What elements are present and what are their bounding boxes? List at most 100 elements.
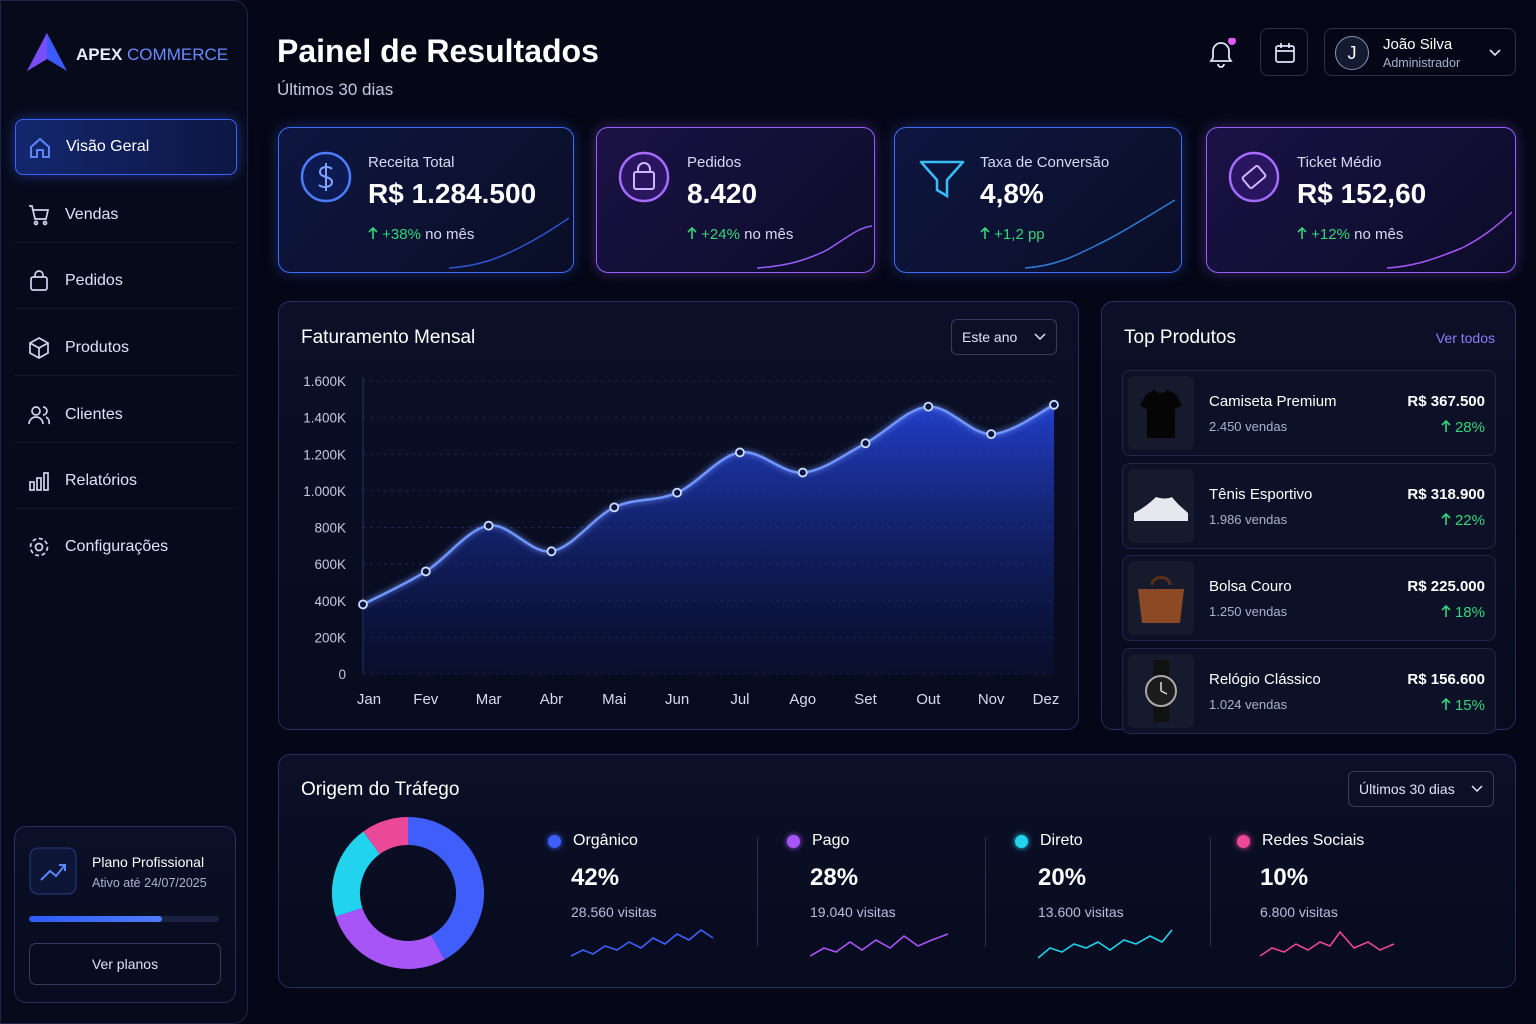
- kpi-change: +12% no mês: [1297, 226, 1403, 243]
- legend-dot: [1015, 835, 1028, 848]
- kpi-value: R$ 152,60: [1297, 178, 1427, 209]
- calendar-button[interactable]: [1260, 28, 1308, 76]
- plan-subtitle: Ativo até 24/07/2025: [92, 876, 207, 890]
- product-revenue: R$ 225.000: [1407, 578, 1485, 595]
- legend-visits: 19.040 visitas: [810, 904, 896, 920]
- page-title: Painel de Resultados: [277, 33, 599, 69]
- product-row[interactable]: Relógio Clássico 1.024 vendas R$ 156.600 …: [1122, 648, 1496, 734]
- kpi-label: Taxa de Conversão: [980, 154, 1110, 171]
- kpi-card: Receita Total R$ 1.284.500 +38% no mês: [278, 127, 574, 273]
- kpi-value: 8.420: [687, 178, 758, 209]
- point: [546, 546, 557, 557]
- legend-value: 20%: [1038, 864, 1087, 891]
- product-name: Relógio Clássico: [1209, 671, 1321, 688]
- sparkline: [571, 929, 714, 957]
- plan-button[interactable]: Ver planos: [29, 943, 221, 985]
- product-sales: 1.250 vendas: [1209, 604, 1288, 619]
- y-tick-label: 800K: [314, 521, 346, 536]
- nav-item[interactable]: Visão Geral: [15, 119, 237, 175]
- page-subtitle: Últimos 30 dias: [277, 80, 394, 99]
- nav-item[interactable]: Produtos: [15, 320, 237, 376]
- legend-name: Redes Sociais: [1262, 832, 1365, 849]
- x-tick-label: Set: [854, 691, 877, 708]
- kpi-change: +24% no mês: [687, 226, 793, 243]
- kpi-change: +1,2 pp: [980, 226, 1045, 243]
- select-label: Este ano: [962, 329, 1018, 345]
- kpi-value: 4,8%: [980, 178, 1044, 209]
- legend-name: Orgânico: [573, 832, 638, 849]
- nav-item[interactable]: Clientes: [15, 387, 237, 443]
- product-share: 15%: [1441, 697, 1485, 714]
- product-share: 18%: [1441, 604, 1485, 621]
- product-share-value: 15%: [1454, 697, 1485, 714]
- product-row[interactable]: Tênis Esportivo 1.986 vendas R$ 318.900 2…: [1122, 463, 1496, 549]
- x-tick-label: Dez: [1033, 691, 1060, 708]
- sidebar: APEX COMMERCE Visão Geral Vendas Pedidos…: [0, 0, 248, 1024]
- kpi-icon: [618, 151, 670, 203]
- divider: [985, 837, 986, 947]
- plan-icon: [29, 847, 77, 895]
- chevron: [1034, 333, 1046, 341]
- product-name: Bolsa Couro: [1209, 578, 1292, 595]
- kpi-change-suffix: no mês: [425, 226, 475, 243]
- see-all-link[interactable]: Ver todos: [1435, 330, 1495, 346]
- product-revenue: R$ 156.600: [1407, 671, 1485, 688]
- chart: 0 200K 400K 600K 800K 1.000K 1.200K 1.400K 1.600…: [303, 374, 1060, 708]
- up-arrow: [368, 226, 378, 239]
- plan-card: Plano Profissional Ativo até 24/07/2025 …: [14, 826, 236, 1003]
- nav-item[interactable]: Configurações: [15, 519, 237, 575]
- nav-label: Configurações: [65, 538, 169, 555]
- y-tick-label: 1.600K: [303, 374, 346, 389]
- y-tick-label: 600K: [314, 557, 346, 572]
- nav-item[interactable]: Pedidos: [15, 253, 237, 309]
- sparkline: [1038, 929, 1173, 959]
- donut-chart: [332, 817, 484, 969]
- nav-item[interactable]: Vendas: [15, 187, 237, 243]
- kpi-card: Taxa de Conversão 4,8% +1,2 pp: [894, 127, 1182, 273]
- donut-segment: [363, 817, 409, 855]
- legend-name: Pago: [812, 832, 850, 849]
- x-tick-label: Jun: [665, 691, 689, 708]
- point: [483, 520, 494, 531]
- period-select[interactable]: Últimos 30 dias: [1348, 771, 1494, 807]
- product-row[interactable]: Bolsa Couro 1.250 vendas R$ 225.000 18%: [1122, 555, 1496, 641]
- kpi-value: R$ 1.284.500: [368, 178, 537, 209]
- product-share: 28%: [1441, 419, 1485, 436]
- user-menu[interactable]: J João Silva Administrador: [1324, 28, 1516, 76]
- up-arrow: [1441, 604, 1451, 617]
- up-arrow: [1441, 419, 1451, 432]
- product-image: [1128, 561, 1194, 635]
- user-role: Administrador: [1383, 56, 1461, 70]
- y-tick-label: 1.200K: [303, 447, 346, 462]
- period-select[interactable]: Este ano: [951, 319, 1057, 355]
- x-tick-label: Mai: [602, 691, 626, 708]
- notifications[interactable]: [1206, 38, 1236, 68]
- y-tick-label: 1.000K: [303, 484, 346, 499]
- legend-value: 42%: [571, 864, 620, 891]
- nav-label: Vendas: [65, 205, 119, 223]
- brand: APEX COMMERCE: [76, 45, 228, 65]
- sparkline: [1260, 930, 1395, 957]
- y-tick-label: 0: [338, 667, 346, 682]
- product-image: [1128, 654, 1194, 728]
- up-arrow: [687, 226, 697, 239]
- panel-title: Origem do Tráfego: [301, 779, 460, 800]
- kpi-label: Pedidos: [687, 154, 742, 171]
- kpi-change-value: +1,2 pp: [994, 226, 1045, 243]
- legend-dot: [1237, 835, 1250, 848]
- legend-dot: [548, 835, 561, 848]
- nav-item[interactable]: Relatórios: [15, 453, 237, 509]
- kpi-change-suffix: no mês: [1354, 226, 1404, 243]
- kpi-icon: [1228, 151, 1280, 203]
- product-revenue: R$ 367.500: [1407, 393, 1485, 410]
- kpi-sparkline: [1025, 199, 1175, 269]
- kpi-change-value: +12%: [1311, 226, 1350, 243]
- legend-name: Direto: [1040, 832, 1083, 849]
- avatar: J: [1335, 36, 1369, 70]
- product-row[interactable]: Camiseta Premium 2.450 vendas R$ 367.500 …: [1122, 370, 1496, 456]
- kpi-sparkline: [449, 217, 569, 269]
- up-arrow: [1441, 697, 1451, 710]
- point: [420, 566, 431, 577]
- kpi-change: +38% no mês: [368, 226, 474, 243]
